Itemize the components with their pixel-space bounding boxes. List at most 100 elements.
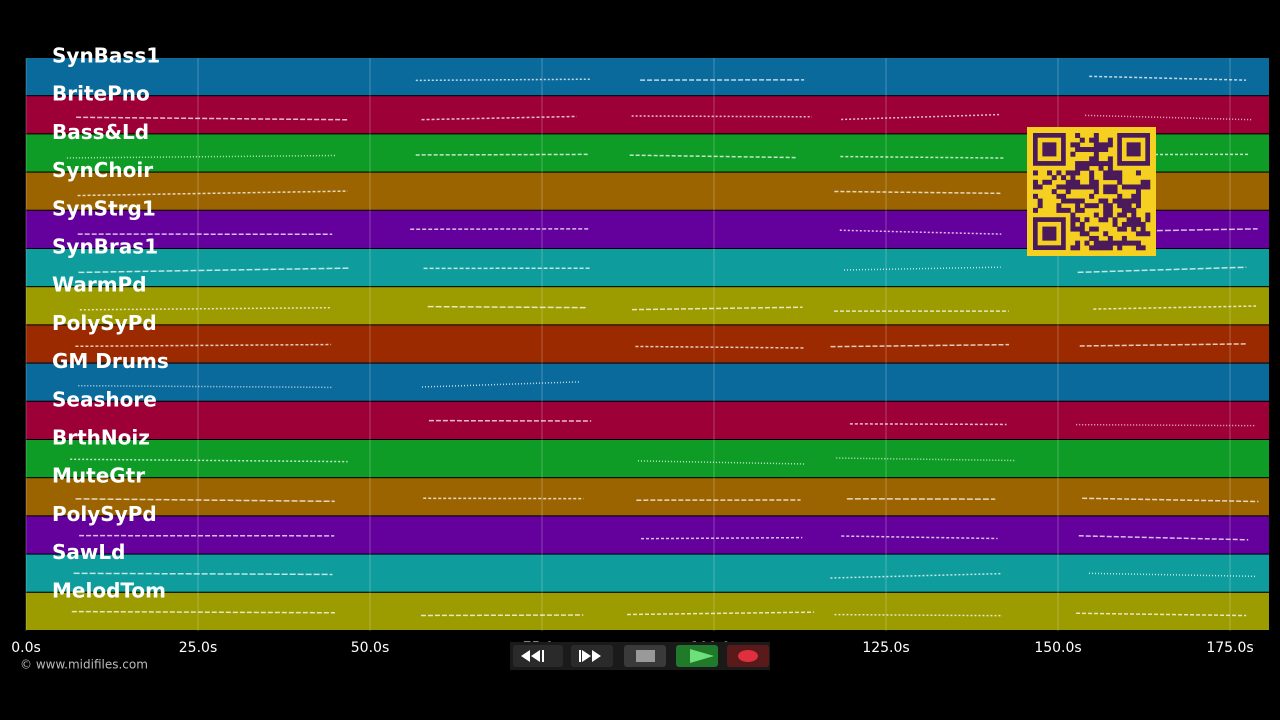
- qr-module: [1089, 147, 1095, 153]
- note-streak: [71, 610, 335, 614]
- qr-module: [1093, 226, 1099, 232]
- qr-module: [1107, 184, 1113, 190]
- qr-module: [1107, 142, 1113, 148]
- fast-forward-button[interactable]: [571, 645, 613, 667]
- qr-module: [1070, 151, 1076, 157]
- qr-module: [1140, 226, 1146, 232]
- qr-module: [1107, 212, 1113, 218]
- qr-finder: [1032, 132, 1066, 166]
- qr-module: [1107, 165, 1113, 171]
- qr-module: [1033, 193, 1038, 199]
- qr-module: [1075, 165, 1081, 171]
- note-streak: [73, 572, 333, 576]
- qr-module: [1131, 240, 1137, 246]
- qr-module: [1131, 198, 1137, 204]
- qr-module: [1131, 184, 1137, 190]
- qr-module: [1075, 207, 1081, 213]
- qr-module: [1075, 142, 1081, 148]
- qr-module: [1103, 147, 1109, 153]
- note-streak: [1093, 305, 1257, 310]
- qr-module: [1098, 147, 1104, 153]
- qr-module: [1103, 198, 1109, 204]
- note-streak: [1088, 572, 1257, 578]
- qr-module: [1103, 217, 1109, 223]
- qr-module: [1047, 170, 1053, 176]
- qr-module: [1093, 189, 1099, 195]
- track-label: Bass&Ld: [52, 120, 149, 144]
- qr-module: [1135, 198, 1141, 204]
- qr-module: [1131, 217, 1137, 223]
- track-label: MuteGtr: [52, 464, 145, 488]
- qr-module: [1070, 226, 1076, 232]
- note-streak: [76, 116, 348, 121]
- note-streak: [629, 154, 797, 159]
- qr-module: [1135, 193, 1141, 199]
- qr-module: [1103, 203, 1109, 209]
- qr-module: [1103, 161, 1109, 167]
- qr-module: [1098, 198, 1104, 204]
- qr-module: [1107, 156, 1113, 162]
- track-label: SynStrg1: [52, 196, 156, 220]
- qr-module: [1093, 240, 1099, 246]
- rewind-icon: [521, 650, 540, 662]
- track-band: [26, 401, 1269, 439]
- qr-module: [1103, 189, 1109, 195]
- qr-module: [1079, 147, 1085, 153]
- qr-module: [1107, 161, 1113, 167]
- qr-module: [1089, 193, 1095, 199]
- qr-module: [1070, 179, 1076, 185]
- note-streak: [78, 267, 350, 274]
- qr-module: [1065, 170, 1071, 176]
- qr-module: [1075, 245, 1081, 251]
- qr-module: [1135, 245, 1141, 251]
- rewind-button[interactable]: [513, 645, 563, 667]
- qr-module: [1117, 245, 1123, 251]
- note-streak: [637, 460, 804, 465]
- qr-module: [1126, 203, 1132, 209]
- note-streak: [840, 155, 1005, 159]
- qr-module: [1093, 142, 1099, 148]
- track-band: [26, 554, 1269, 592]
- qr-module: [1112, 217, 1118, 223]
- qr-module: [1051, 189, 1057, 195]
- qr-module: [1089, 226, 1095, 232]
- qr-module: [1121, 212, 1127, 218]
- qr-module: [1131, 221, 1137, 227]
- qr-module: [1051, 175, 1057, 181]
- qr-module: [1135, 240, 1141, 246]
- qr-module: [1112, 221, 1118, 227]
- track-label: SawLd: [52, 540, 125, 564]
- qr-module: [1042, 179, 1048, 185]
- qr-module: [1098, 245, 1104, 251]
- qr-module: [1079, 184, 1085, 190]
- play-button[interactable]: [676, 645, 718, 667]
- qr-module: [1135, 217, 1141, 223]
- qr-finder-core: [1042, 226, 1057, 241]
- qr-module: [1103, 170, 1109, 176]
- play-icon: [690, 649, 714, 663]
- qr-module: [1093, 212, 1099, 218]
- qr-module: [1075, 203, 1081, 209]
- qr-module: [1121, 203, 1127, 209]
- qr-code: [1027, 127, 1156, 256]
- qr-module: [1140, 179, 1146, 185]
- record-button[interactable]: [727, 645, 769, 667]
- stop-button[interactable]: [624, 645, 666, 667]
- qr-module: [1103, 184, 1109, 190]
- track-band: [26, 58, 1269, 96]
- track-labels: SynBass1 BritePno Bass&Ld SynChoir SynStrg1 S…: [52, 44, 169, 603]
- note-streak: [640, 536, 803, 540]
- qr-module: [1107, 170, 1113, 176]
- ff-bar: [579, 650, 581, 662]
- qr-module: [1065, 184, 1071, 190]
- note-streak: [415, 78, 591, 82]
- qr-module: [1107, 137, 1113, 143]
- qr-module: [1079, 137, 1085, 143]
- qr-module: [1121, 240, 1127, 246]
- qr-module: [1084, 147, 1090, 153]
- qr-module: [1089, 161, 1095, 167]
- qr-module: [1084, 203, 1090, 209]
- note-streak: [78, 384, 332, 389]
- track-label: Seashore: [52, 387, 157, 411]
- credit: © www.midifiles.com: [20, 658, 148, 672]
